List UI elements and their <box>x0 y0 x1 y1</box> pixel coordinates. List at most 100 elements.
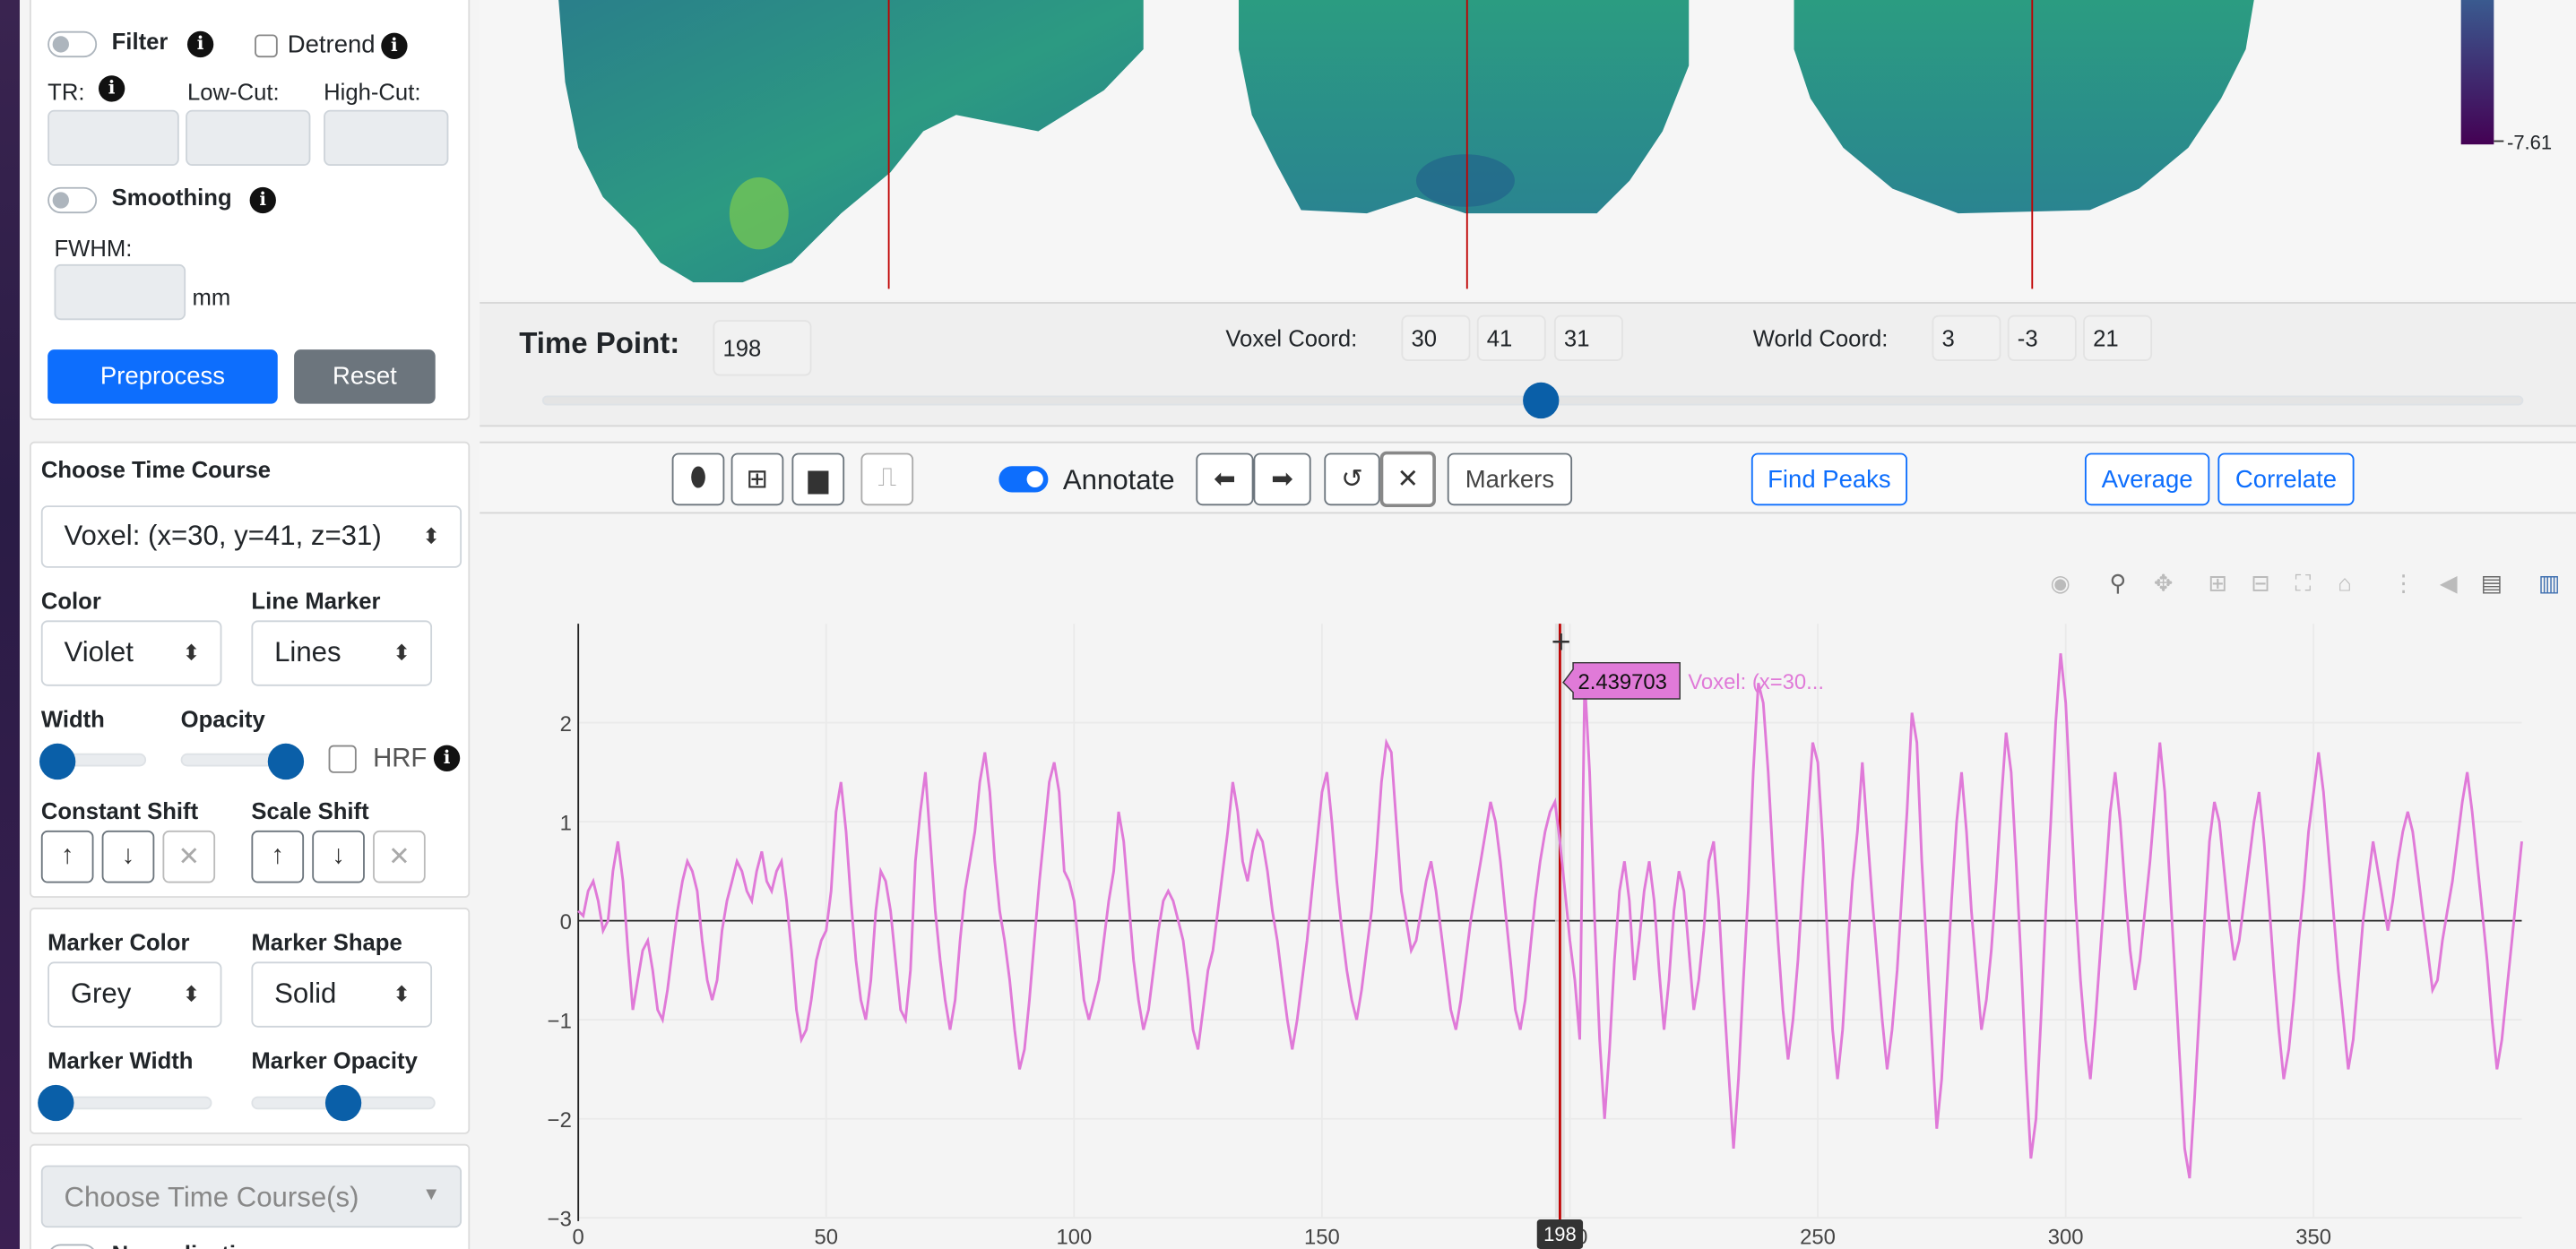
hover-tooltip-box <box>1562 661 1681 700</box>
colorbar-min-label: -7.61 <box>2507 131 2553 155</box>
previous-button[interactable]: ⬅ <box>1196 452 1254 506</box>
grid-button[interactable]: ⊞ <box>730 452 784 506</box>
spike-lines-icon[interactable]: ⋮ <box>2391 569 2416 596</box>
tr-info-icon[interactable]: i <box>98 75 125 102</box>
fwhm-input[interactable] <box>54 263 186 321</box>
zoom-in-icon[interactable]: ⊞ <box>2208 569 2227 596</box>
comment-button[interactable]: ▆ <box>791 452 845 506</box>
x-tick-label: 300 <box>2048 1226 2084 1249</box>
detrend-checkbox[interactable] <box>255 34 278 58</box>
width-label: Width <box>40 705 105 732</box>
undo-icon: ↺ <box>1341 466 1363 495</box>
zoom-icon[interactable]: ⚲ <box>2109 569 2127 596</box>
average-button[interactable]: Average <box>2084 452 2210 506</box>
world-z-input[interactable]: 21 <box>2083 314 2153 361</box>
undo-button[interactable]: ↺ <box>1324 452 1380 506</box>
highcut-label: High-Cut: <box>324 78 421 106</box>
map-pin-icon: ⬮ <box>689 464 707 493</box>
constant-shift-down-button[interactable]: ↓ <box>101 830 155 883</box>
marker-opacity-slider-thumb[interactable] <box>324 1084 362 1122</box>
pan-icon[interactable]: ✥ <box>2153 569 2174 596</box>
x-tick-label: 250 <box>1800 1226 1836 1249</box>
hrf-checkbox[interactable] <box>328 745 357 773</box>
scale-shift-down-button[interactable]: ↓ <box>312 830 365 883</box>
detrend-info-icon[interactable]: i <box>381 32 408 59</box>
filter-info-icon[interactable]: i <box>186 30 214 58</box>
scale-shift-up-button[interactable]: ↑ <box>251 830 305 883</box>
brain-slices <box>558 0 2504 289</box>
smoothing-toggle[interactable] <box>48 186 98 214</box>
timecourse-heading: Choose Time Course <box>40 456 272 483</box>
timepoint-input[interactable]: 198 <box>713 320 812 376</box>
smoothing-info-icon[interactable]: i <box>249 186 276 214</box>
color-select[interactable]: Violet <box>40 620 222 686</box>
close-icon: ✕ <box>1396 466 1420 495</box>
marker-color-label: Marker Color <box>48 928 190 956</box>
marker-color-select[interactable]: Grey <box>48 961 222 1028</box>
multi-timecourse-select[interactable]: Choose Time Course(s) ▼ <box>40 1165 462 1228</box>
filter-label: Filter <box>111 28 169 55</box>
hover-compare-icon[interactable]: ▤ <box>2480 569 2503 596</box>
next-button[interactable]: ➡ <box>1253 452 1311 506</box>
brain-viewer[interactable]: -7.61 <box>480 0 2576 301</box>
preprocess-button[interactable]: Preprocess <box>48 349 278 404</box>
correlate-button[interactable]: Correlate <box>2217 452 2355 506</box>
color-label: Color <box>40 587 101 615</box>
timepoint-slider-thumb[interactable] <box>1523 382 1560 419</box>
y-tick-label: 0 <box>560 910 572 935</box>
hover-value-label: 2.439703 <box>1578 670 1667 694</box>
voxel-z-input[interactable]: 31 <box>1553 314 1623 361</box>
normalization-toggle[interactable] <box>48 1244 98 1249</box>
lowcut-label: Low-Cut: <box>186 78 280 106</box>
multi-timecourse-placeholder: Choose Time Course(s) <box>64 1181 359 1213</box>
voxel-y-input[interactable]: 41 <box>1476 314 1546 361</box>
line-marker-select[interactable]: Lines <box>251 620 433 686</box>
pulse-icon: ⎍ <box>877 464 897 493</box>
timecourse-select[interactable]: Voxel: (x=30, y=41, z=31) <box>40 505 462 568</box>
markers-button[interactable]: Markers <box>1447 452 1573 506</box>
highcut-input[interactable] <box>324 109 449 167</box>
axial-slice <box>558 0 1144 283</box>
hrf-info-icon[interactable]: i <box>433 745 461 771</box>
world-y-input[interactable]: -3 <box>2007 314 2077 361</box>
plot-toolbar: ⬮ ⊞ ▆ ⎍ Annotate ⬅ ➡ ↺ ✕ Markers Find Pe… <box>480 441 2576 514</box>
constant-shift-reset-button[interactable]: ✕ <box>162 830 216 883</box>
reset-button[interactable]: Reset <box>294 349 436 404</box>
hover-closest-icon[interactable]: ◀ <box>2439 569 2458 596</box>
find-peaks-button[interactable]: Find Peaks <box>1750 452 1907 506</box>
constant-shift-up-button[interactable]: ↑ <box>40 830 94 883</box>
home-icon[interactable]: ⌂ <box>2338 569 2352 596</box>
world-x-input[interactable]: 3 <box>1932 314 2001 361</box>
camera-icon[interactable]: ◉ <box>2050 569 2070 596</box>
tr-label: TR: <box>48 78 85 106</box>
filter-toggle[interactable] <box>48 30 98 58</box>
pin-marker-button[interactable]: ⬮ <box>671 452 725 506</box>
zoom-out-icon[interactable]: ⊟ <box>2251 569 2270 596</box>
hover-x-label: 198 <box>1543 1223 1577 1245</box>
hrf-label: HRF <box>373 745 428 773</box>
annotate-label: Annotate <box>1062 464 1175 496</box>
autoscale-icon[interactable]: ⛶ <box>2295 569 2312 596</box>
comment-icon: ▆ <box>808 466 829 495</box>
plotly-logo-icon[interactable]: ▥ <box>2537 569 2561 596</box>
voxel-x-input[interactable]: 30 <box>1401 314 1471 361</box>
marker-width-slider-thumb[interactable] <box>38 1084 74 1122</box>
fwhm-unit: mm <box>192 283 231 311</box>
annotate-toggle[interactable] <box>998 466 1049 493</box>
clear-button[interactable]: ✕ <box>1379 451 1436 508</box>
hover-series-label: Voxel: (x=30... <box>1688 670 1824 694</box>
arrow-right-icon: ➡ <box>1271 466 1293 495</box>
opacity-slider-thumb[interactable] <box>267 743 305 780</box>
scale-shift-label: Scale Shift <box>251 797 369 824</box>
lowcut-input[interactable] <box>186 109 311 167</box>
normalization-label: Normalization <box>112 1241 264 1249</box>
scale-shift-reset-button[interactable]: ✕ <box>373 830 426 883</box>
tr-input[interactable] <box>48 109 179 167</box>
opacity-label: Opacity <box>180 705 265 732</box>
width-slider-thumb[interactable] <box>39 743 76 780</box>
pulse-button[interactable]: ⎍ <box>860 452 914 506</box>
marker-shape-select[interactable]: Solid <box>251 961 433 1028</box>
grid-icon: ⊞ <box>746 466 769 495</box>
